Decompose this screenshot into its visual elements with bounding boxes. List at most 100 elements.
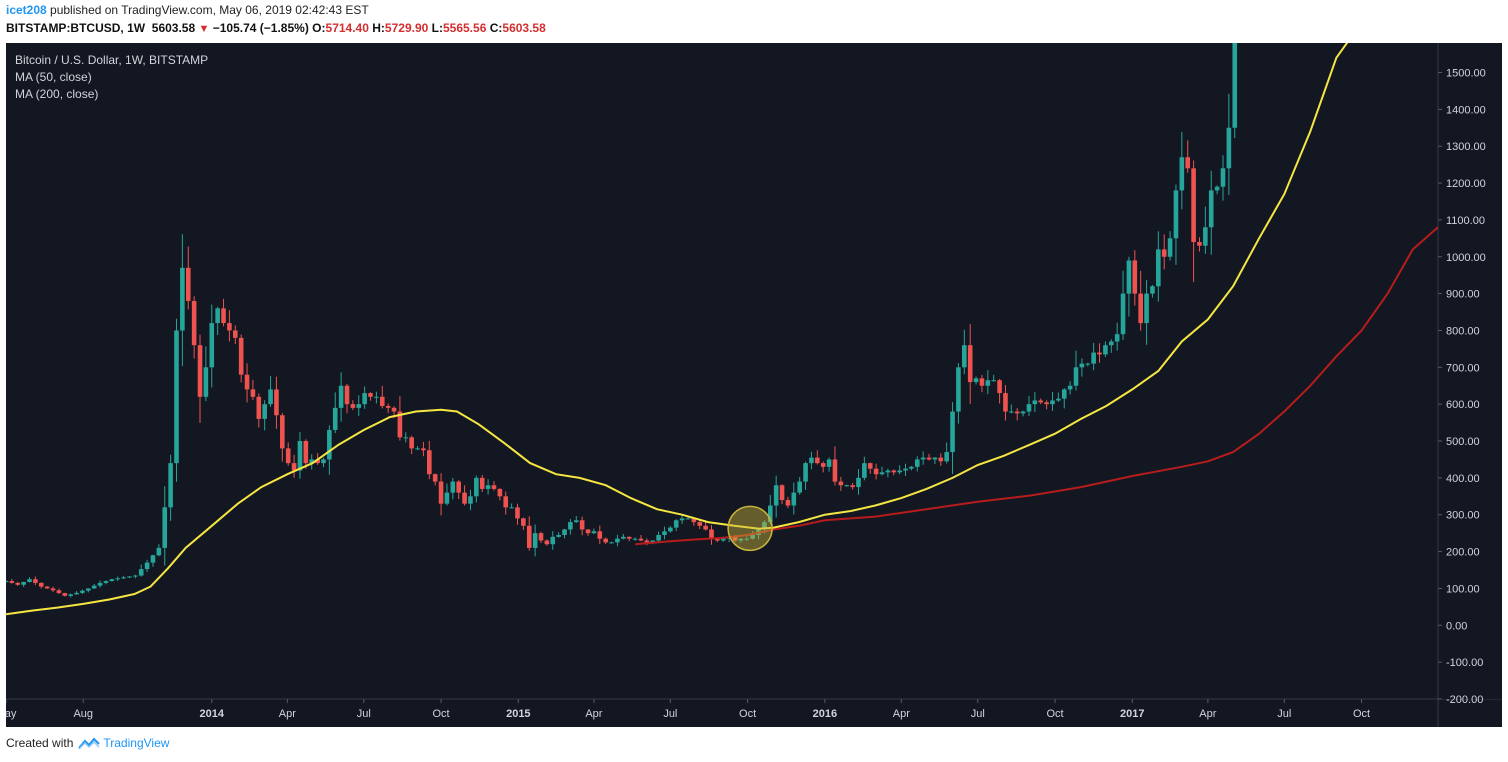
candle-body [656,535,661,541]
price-tick-label: 500.00 [1446,436,1480,448]
legend-title: Bitcoin / U.S. Dollar, 1W, BITSTAMP [15,53,209,67]
candle-body [962,345,967,368]
publish-header: icet208 published on TradingView.com, Ma… [6,3,369,17]
candle-body [209,323,215,368]
candle-body [1144,293,1149,324]
price-tick-label: 1000.00 [1446,252,1486,264]
price-tick-label: 700.00 [1446,362,1480,374]
candle [603,537,608,544]
candle [938,453,944,466]
candle-body [879,472,885,475]
candle-body [1191,168,1196,243]
ma200-line [635,226,1439,546]
candle-body [967,345,973,383]
candle-body [262,404,267,419]
candle-body [1132,260,1138,294]
candle [1126,256,1132,317]
time-axis[interactable]: May Aug 2014 Apr Jul Oct 2015 Apr Jul Oct 2016 Apr J… [0,699,1370,720]
candle-body [1126,260,1132,294]
candle [1179,131,1185,210]
candle-body [1079,363,1085,368]
candle [1120,270,1126,340]
candle-body [203,367,209,397]
candle [1191,160,1196,282]
candle-body [350,404,356,408]
candle [785,496,791,509]
price-axis[interactable]: -200.00 -100.00 0.00 100.00 200.00 300.00 400.… [1438,43,1502,706]
time-tick-label: Oct [739,708,756,720]
author-name[interactable]: icet208 [6,3,47,17]
candle-body [232,330,238,338]
chart-panel[interactable]: -200.00 -100.00 0.00 100.00 200.00 300.00 400.… [0,19,1502,727]
candle-body [391,407,397,412]
candle [515,503,520,525]
candle [532,524,538,557]
candle-body [515,507,520,519]
candle [91,583,97,589]
candle [626,536,632,542]
candle-body [338,385,344,408]
candle-body [650,540,656,543]
candle-body [1061,389,1067,399]
candle-body [27,579,32,582]
candle-body [397,411,403,438]
candle-body [838,481,844,486]
candle-body [832,459,838,482]
candle-body [820,463,826,467]
last-price: 5603.58 [151,21,196,35]
candle [973,376,979,385]
candle [1144,279,1149,345]
candle-body [944,452,949,462]
candle [1026,396,1032,416]
candle-body [509,507,514,509]
candle-body [1179,157,1185,191]
candle-body [609,542,614,544]
time-tick-label: 2017 [1120,708,1144,720]
candles-layer [3,19,1238,598]
candle-body [491,485,497,489]
candle [432,473,438,486]
candle [967,324,973,404]
price-chart[interactable]: -200.00 -100.00 0.00 100.00 200.00 300.00 400.… [0,19,1502,727]
tradingview-brand[interactable]: TradingView [103,736,170,750]
candle [779,484,785,505]
candle [38,582,44,589]
candle [1161,234,1167,270]
candle [244,363,250,403]
candle [844,484,850,487]
candle-body [174,330,179,464]
candle-body [450,481,456,493]
candle-body [1167,238,1173,257]
candle-body [185,267,191,301]
candle-body [50,588,56,591]
price-tick-label: 1100.00 [1446,215,1485,227]
candle-body [673,520,679,528]
candle-body [374,396,379,398]
candle [526,516,532,551]
candle [962,329,967,375]
candle-body [679,518,685,521]
candle [350,400,356,411]
candle-body [332,407,338,430]
candle [850,482,855,490]
candle-body [86,588,91,591]
price-change: −105.74 (−1.85%) [212,21,309,35]
candle [926,453,932,461]
candle-body [914,459,920,467]
candle-body [256,396,262,419]
candle [568,518,573,535]
high-label: H: [372,21,385,35]
open-label: O: [312,21,326,35]
candle [232,325,238,345]
candle [809,451,814,470]
candle [450,478,456,500]
candle [385,403,391,413]
candle-body [268,389,273,405]
candle [803,461,808,490]
candle [285,442,291,466]
candle [573,515,579,523]
candle-body [15,582,21,585]
candle [409,435,414,455]
candle-body [74,592,79,595]
tradingview-logo-icon [78,737,101,750]
